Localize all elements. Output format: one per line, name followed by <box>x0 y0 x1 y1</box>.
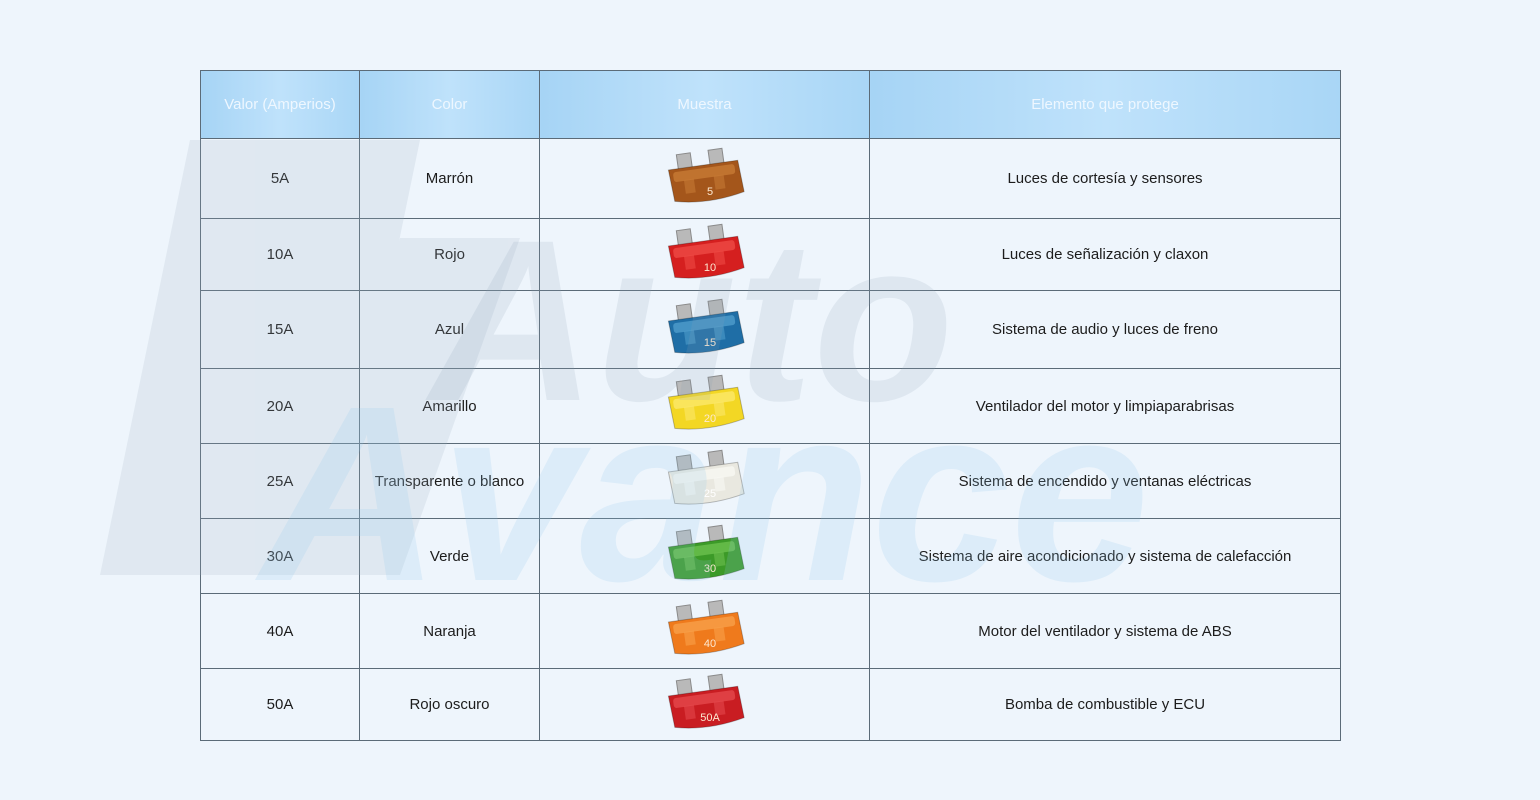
cell-amps: 30A <box>200 518 360 594</box>
fuse-label: 30 <box>703 563 715 575</box>
fuse-table: Valor (Amperios) Color Muestra Elemento … <box>200 70 1341 741</box>
fuse-icon: 50A <box>667 673 745 729</box>
fuse-icon: 25 <box>667 449 745 505</box>
cell-sample: 30 <box>539 518 870 594</box>
cell-protects: Sistema de audio y luces de freno <box>869 290 1341 369</box>
cell-color: Marrón <box>359 138 540 219</box>
cell-sample: 25 <box>539 443 870 519</box>
cell-sample: 50A <box>539 668 870 741</box>
cell-sample: 10 <box>539 218 870 291</box>
cell-color: Naranja <box>359 593 540 669</box>
cell-amps: 40A <box>200 593 360 669</box>
cell-color: Verde <box>359 518 540 594</box>
cell-sample: 20 <box>539 368 870 444</box>
header-row: Valor (Amperios) Color Muestra Elemento … <box>200 70 1341 139</box>
fuse-label: 10 <box>703 262 715 274</box>
table-row: 30A Verde 30 Sistema de aire acondicionado … <box>200 518 1341 594</box>
cell-amps: 25A <box>200 443 360 519</box>
cell-protects: Sistema de encendido y ventanas eléctric… <box>869 443 1341 519</box>
header-amps: Valor (Amperios) <box>200 70 360 139</box>
table-row: 25A Transparente o blanco 25 Sistema de enc… <box>200 443 1341 519</box>
fuse-label: 15 <box>703 337 715 349</box>
cell-sample: 5 <box>539 138 870 219</box>
cell-amps: 15A <box>200 290 360 369</box>
fuse-icon: 40 <box>667 599 745 655</box>
fuse-label: 40 <box>703 638 715 650</box>
fuse-icon: 15 <box>667 298 745 354</box>
cell-protects: Ventilador del motor y limpiaparabrisas <box>869 368 1341 444</box>
fuse-icon: 20 <box>667 374 745 430</box>
fuse-label: 20 <box>703 413 715 425</box>
table-row: 40A Naranja 40 Motor del ventilador y siste… <box>200 593 1341 669</box>
table-row: 15A Azul 15 Sistema de audio y luces de fre… <box>200 290 1341 369</box>
fuse-icon: 30 <box>667 524 745 580</box>
cell-color: Rojo oscuro <box>359 668 540 741</box>
cell-protects: Luces de cortesía y sensores <box>869 138 1341 219</box>
cell-protects: Bomba de combustible y ECU <box>869 668 1341 741</box>
cell-amps: 10A <box>200 218 360 291</box>
cell-sample: 40 <box>539 593 870 669</box>
fuse-label: 5 <box>706 186 712 198</box>
header-protects: Elemento que protege <box>869 70 1341 139</box>
fuse-icon: 5 <box>667 147 745 203</box>
header-color: Color <box>359 70 540 139</box>
cell-color: Rojo <box>359 218 540 291</box>
fuse-icon: 10 <box>667 223 745 279</box>
cell-amps: 50A <box>200 668 360 741</box>
cell-amps: 20A <box>200 368 360 444</box>
header-sample: Muestra <box>539 70 870 139</box>
cell-protects: Motor del ventilador y sistema de ABS <box>869 593 1341 669</box>
cell-protects: Luces de señalización y claxon <box>869 218 1341 291</box>
cell-protects: Sistema de aire acondicionado y sistema … <box>869 518 1341 594</box>
table-row: 20A Amarillo 20 Ventilador del motor y limp… <box>200 368 1341 444</box>
cell-sample: 15 <box>539 290 870 369</box>
table-row: 10A Rojo 10 Luces de señalización y claxon <box>200 218 1341 291</box>
table-row: 5A Marrón 5 Luces de cortesía y sensores <box>200 138 1341 219</box>
cell-amps: 5A <box>200 138 360 219</box>
cell-color: Amarillo <box>359 368 540 444</box>
fuse-label: 50A <box>700 712 720 724</box>
cell-color: Azul <box>359 290 540 369</box>
table-row: 50A Rojo oscuro 50A Bomba de combustible y … <box>200 668 1341 741</box>
cell-color: Transparente o blanco <box>359 443 540 519</box>
fuse-label: 25 <box>703 488 715 500</box>
